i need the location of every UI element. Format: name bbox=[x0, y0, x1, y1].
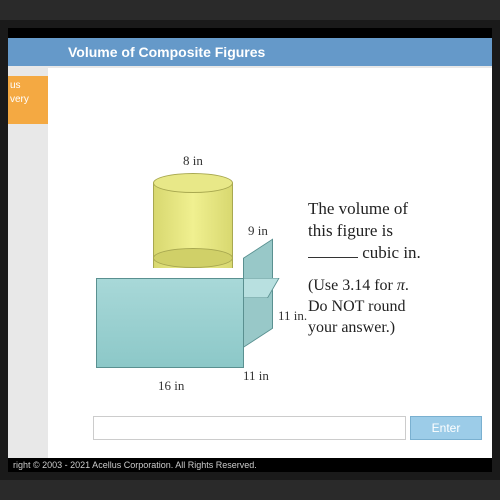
input-area: Enter bbox=[93, 416, 482, 448]
prism-shape bbox=[108, 278, 268, 368]
hint1: (Use 3.14 for bbox=[308, 277, 397, 294]
screen: Volume of Composite Figures us very 8 in… bbox=[8, 38, 492, 458]
sidebar-tab[interactable]: us very bbox=[8, 76, 48, 124]
q-line3: cubic in. bbox=[308, 242, 488, 264]
sidebar-line2: very bbox=[10, 94, 46, 106]
answer-input[interactable] bbox=[93, 416, 406, 440]
dim-prism-height: 11 in bbox=[243, 368, 269, 384]
copyright: right © 2003 - 2021 Acellus Corporation.… bbox=[13, 460, 257, 470]
pi-symbol: π bbox=[397, 277, 405, 294]
dim-prism-depth: 11 in. bbox=[278, 308, 307, 324]
hint2: Do NOT round bbox=[308, 298, 405, 315]
dim-cyl-height: 9 in bbox=[248, 223, 268, 239]
photo-frame: Volume of Composite Figures us very 8 in… bbox=[0, 20, 500, 480]
question-text: The volume of this figure is cubic in. (… bbox=[308, 198, 488, 339]
title-bar: Volume of Composite Figures bbox=[8, 38, 492, 66]
hint: (Use 3.14 for π. Do NOT round your answe… bbox=[308, 276, 488, 338]
sidebar-line1: us bbox=[10, 80, 46, 92]
page-title: Volume of Composite Figures bbox=[68, 44, 265, 60]
hint3: your answer.) bbox=[308, 319, 395, 336]
q-line2: this figure is bbox=[308, 220, 488, 242]
dim-cyl-diameter: 8 in bbox=[183, 153, 203, 169]
answer-blank bbox=[308, 244, 358, 258]
q-unit: cubic in. bbox=[358, 243, 421, 262]
enter-button[interactable]: Enter bbox=[410, 416, 482, 440]
composite-figure: 8 in 9 in 11 in. 11 in 16 in bbox=[68, 98, 308, 398]
hint1-end: . bbox=[405, 277, 409, 294]
q-line1: The volume of bbox=[308, 198, 488, 220]
cylinder-shape bbox=[153, 173, 233, 268]
dim-prism-width: 16 in bbox=[158, 378, 184, 394]
content-area: 8 in 9 in 11 in. 11 in 16 in The volume … bbox=[48, 68, 492, 458]
